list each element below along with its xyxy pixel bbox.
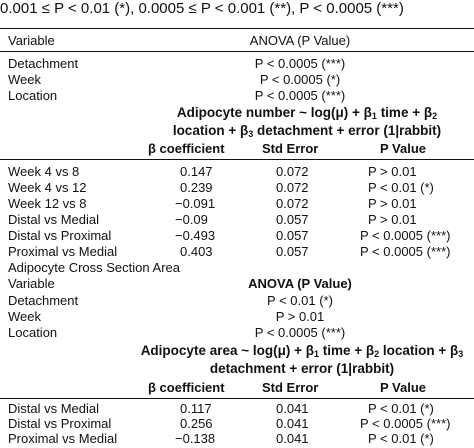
pvalue-value: P < 0.0005 (***) [360, 416, 451, 431]
pvalue-value: P > 0.01 [368, 212, 417, 227]
row-label: Detachment [8, 293, 79, 308]
formula-line: Adipocyte area ~ log(μ) + β1 time + β2 l… [140, 343, 464, 359]
coef-value: 0.147 [180, 164, 213, 179]
row-label: Week 12 vs 8 [8, 196, 87, 211]
variable-header: Variable [8, 276, 55, 291]
row-label: Location [8, 325, 58, 340]
row-label: Week [8, 309, 41, 324]
coef-value: −0.493 [175, 228, 216, 243]
coef-value: −0.09 [175, 212, 208, 227]
row-value: P < 0.0005 (***) [254, 56, 346, 71]
row-value: P > 0.01 [275, 309, 325, 324]
header-rule [0, 51, 474, 52]
pvalue-value: P < 0.0005 (***) [360, 228, 451, 243]
pvalue-value: P < 0.01 (*) [368, 401, 434, 416]
stderr-value: 0.041 [276, 431, 309, 446]
pvalue-header: P Value [380, 141, 427, 156]
row-label: Distal vs Proximal [8, 228, 112, 243]
coef-header-rule [0, 398, 474, 399]
row-label: Week 4 vs 8 [8, 164, 80, 179]
stderr-value: 0.072 [276, 196, 309, 211]
stderr-value: 0.041 [276, 416, 309, 431]
coef-value: 0.239 [180, 180, 213, 195]
formula-line: detachment + error (1|rabbit) [209, 361, 395, 376]
top-rule [0, 28, 474, 29]
row-label: Distal vs Medial [8, 401, 100, 416]
row-value: P < 0.0005 (***) [254, 88, 346, 103]
row-label: Detachment [8, 56, 79, 71]
anova-header: ANOVA (P Value) [249, 33, 351, 48]
row-label: Distal vs Medial [8, 212, 100, 227]
row-value: P < 0.0005 (***) [254, 325, 346, 340]
section-title: Adipocyte Cross Section Area [8, 260, 180, 275]
pvalue-value: P < 0.01 (*) [368, 180, 434, 195]
coef-header: β coefficient [148, 380, 225, 395]
formula-line: location + β3 detachment + error (1|rabb… [172, 123, 442, 139]
coef-header-rule [0, 159, 474, 160]
formula-line: Adipocyte number ~ log(μ) + β1 time + β2 [176, 105, 438, 121]
coef-value: 0.256 [180, 416, 213, 431]
anova-header: ANOVA (P Value) [248, 276, 352, 291]
model-formula: Adipocyte area ~ log(μ) + β1 time + β2 l… [130, 342, 474, 378]
stderr-value: 0.057 [276, 244, 309, 259]
row-label: Week [8, 72, 41, 87]
pvalue-value: P < 0.01 (*) [368, 431, 434, 446]
row-value: P < 0.0005 (*) [259, 72, 341, 87]
coef-header: β coefficient [148, 141, 225, 156]
pvalue-value: P > 0.01 [368, 164, 417, 179]
stderr-value: 0.057 [276, 228, 309, 243]
stderr-value: 0.072 [276, 180, 309, 195]
variable-header: Variable [8, 33, 55, 48]
stderr-value: 0.057 [276, 212, 309, 227]
coef-value: −0.138 [175, 431, 216, 446]
model-formula: Adipocyte number ~ log(μ) + β1 time + β2… [140, 104, 474, 140]
pvalue-value: P < 0.0005 (***) [360, 244, 451, 259]
pvalue-value: P > 0.01 [368, 196, 417, 211]
row-label: Distal vs Proximal [8, 416, 112, 431]
row-value: P < 0.01 (*) [267, 293, 333, 308]
stderr-value: 0.041 [276, 401, 309, 416]
row-label: Location [8, 88, 58, 103]
row-label: Week 4 vs 12 [8, 180, 87, 195]
coef-value: −0.091 [175, 196, 216, 211]
stderr-value: 0.072 [276, 164, 309, 179]
row-label: Proximal vs Medial [8, 244, 118, 259]
stderr-header: Std Error [262, 380, 319, 395]
significance-legend: 0.001 ≤ P < 0.01 (*), 0.0005 ≤ P < 0.001… [0, 1, 404, 17]
pvalue-header: P Value [380, 380, 427, 395]
coef-value: 0.117 [180, 401, 212, 416]
stderr-header: Std Error [262, 141, 319, 156]
row-label: Proximal vs Medial [8, 431, 118, 446]
coef-value: 0.403 [180, 244, 213, 259]
